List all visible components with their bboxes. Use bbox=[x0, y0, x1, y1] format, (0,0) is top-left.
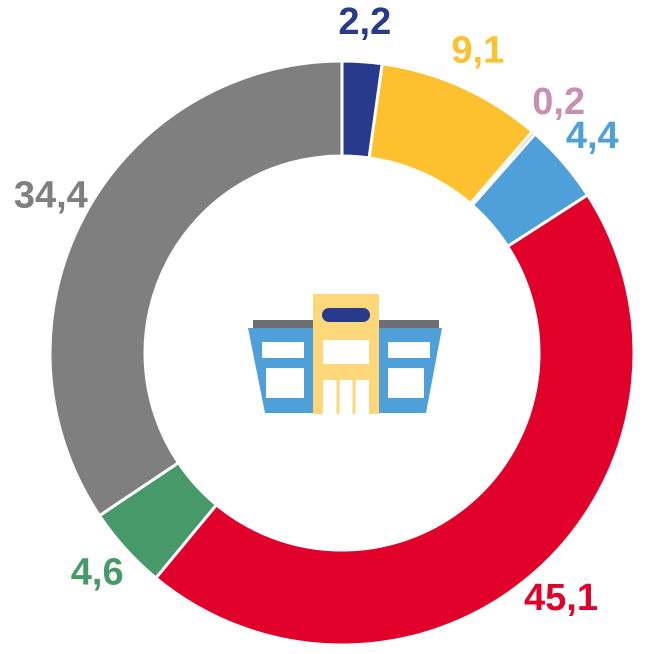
donut-segment bbox=[48, 59, 344, 518]
donut-segment bbox=[153, 192, 636, 647]
building-icon bbox=[248, 294, 442, 414]
data-label: 4,6 bbox=[71, 551, 124, 593]
data-label: 9,1 bbox=[451, 29, 504, 71]
data-label: 4,4 bbox=[566, 115, 619, 157]
data-label: 45,1 bbox=[524, 577, 598, 619]
data-label: 0,2 bbox=[532, 81, 585, 123]
data-label: 34,4 bbox=[14, 175, 88, 217]
data-label: 2,2 bbox=[338, 1, 391, 43]
